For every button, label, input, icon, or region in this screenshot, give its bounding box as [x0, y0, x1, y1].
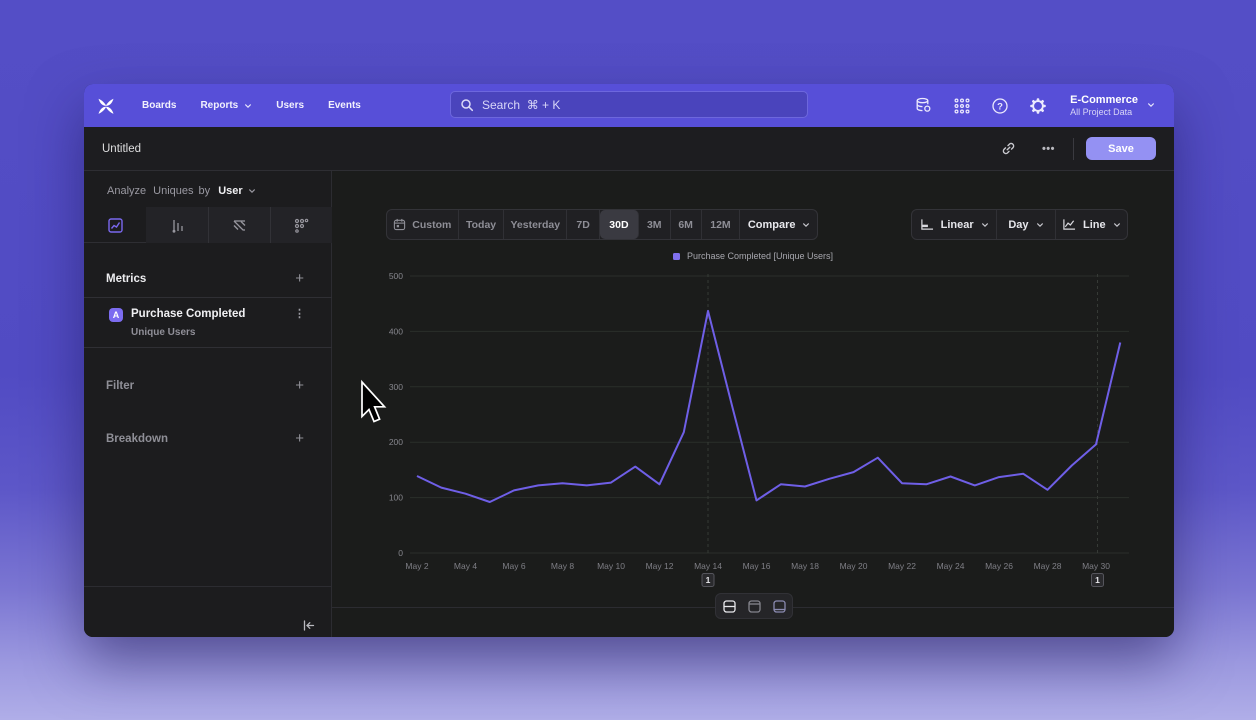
svg-text:May 20: May 20 [840, 561, 868, 571]
svg-text:May 8: May 8 [551, 561, 574, 571]
svg-text:400: 400 [389, 326, 403, 336]
svg-text:May 26: May 26 [985, 561, 1013, 571]
svg-text:May 12: May 12 [646, 561, 674, 571]
svg-text:May 24: May 24 [937, 561, 965, 571]
svg-text:1: 1 [706, 575, 711, 585]
svg-text:500: 500 [389, 271, 403, 281]
svg-text:May 4: May 4 [454, 561, 477, 571]
svg-text:1: 1 [1095, 575, 1100, 585]
svg-text:May 6: May 6 [502, 561, 525, 571]
svg-text:?: ? [997, 101, 1003, 112]
svg-text:May 16: May 16 [743, 561, 771, 571]
svg-text:200: 200 [389, 437, 403, 447]
svg-text:300: 300 [389, 382, 403, 392]
svg-text:May 18: May 18 [791, 561, 819, 571]
svg-text:May 22: May 22 [888, 561, 916, 571]
svg-text:100: 100 [389, 493, 403, 503]
svg-text:May 30: May 30 [1082, 561, 1110, 571]
svg-text:May 28: May 28 [1034, 561, 1062, 571]
svg-text:0: 0 [398, 548, 403, 558]
svg-text:May 10: May 10 [597, 561, 625, 571]
svg-text:May 2: May 2 [405, 561, 428, 571]
svg-text:May 14: May 14 [694, 561, 722, 571]
